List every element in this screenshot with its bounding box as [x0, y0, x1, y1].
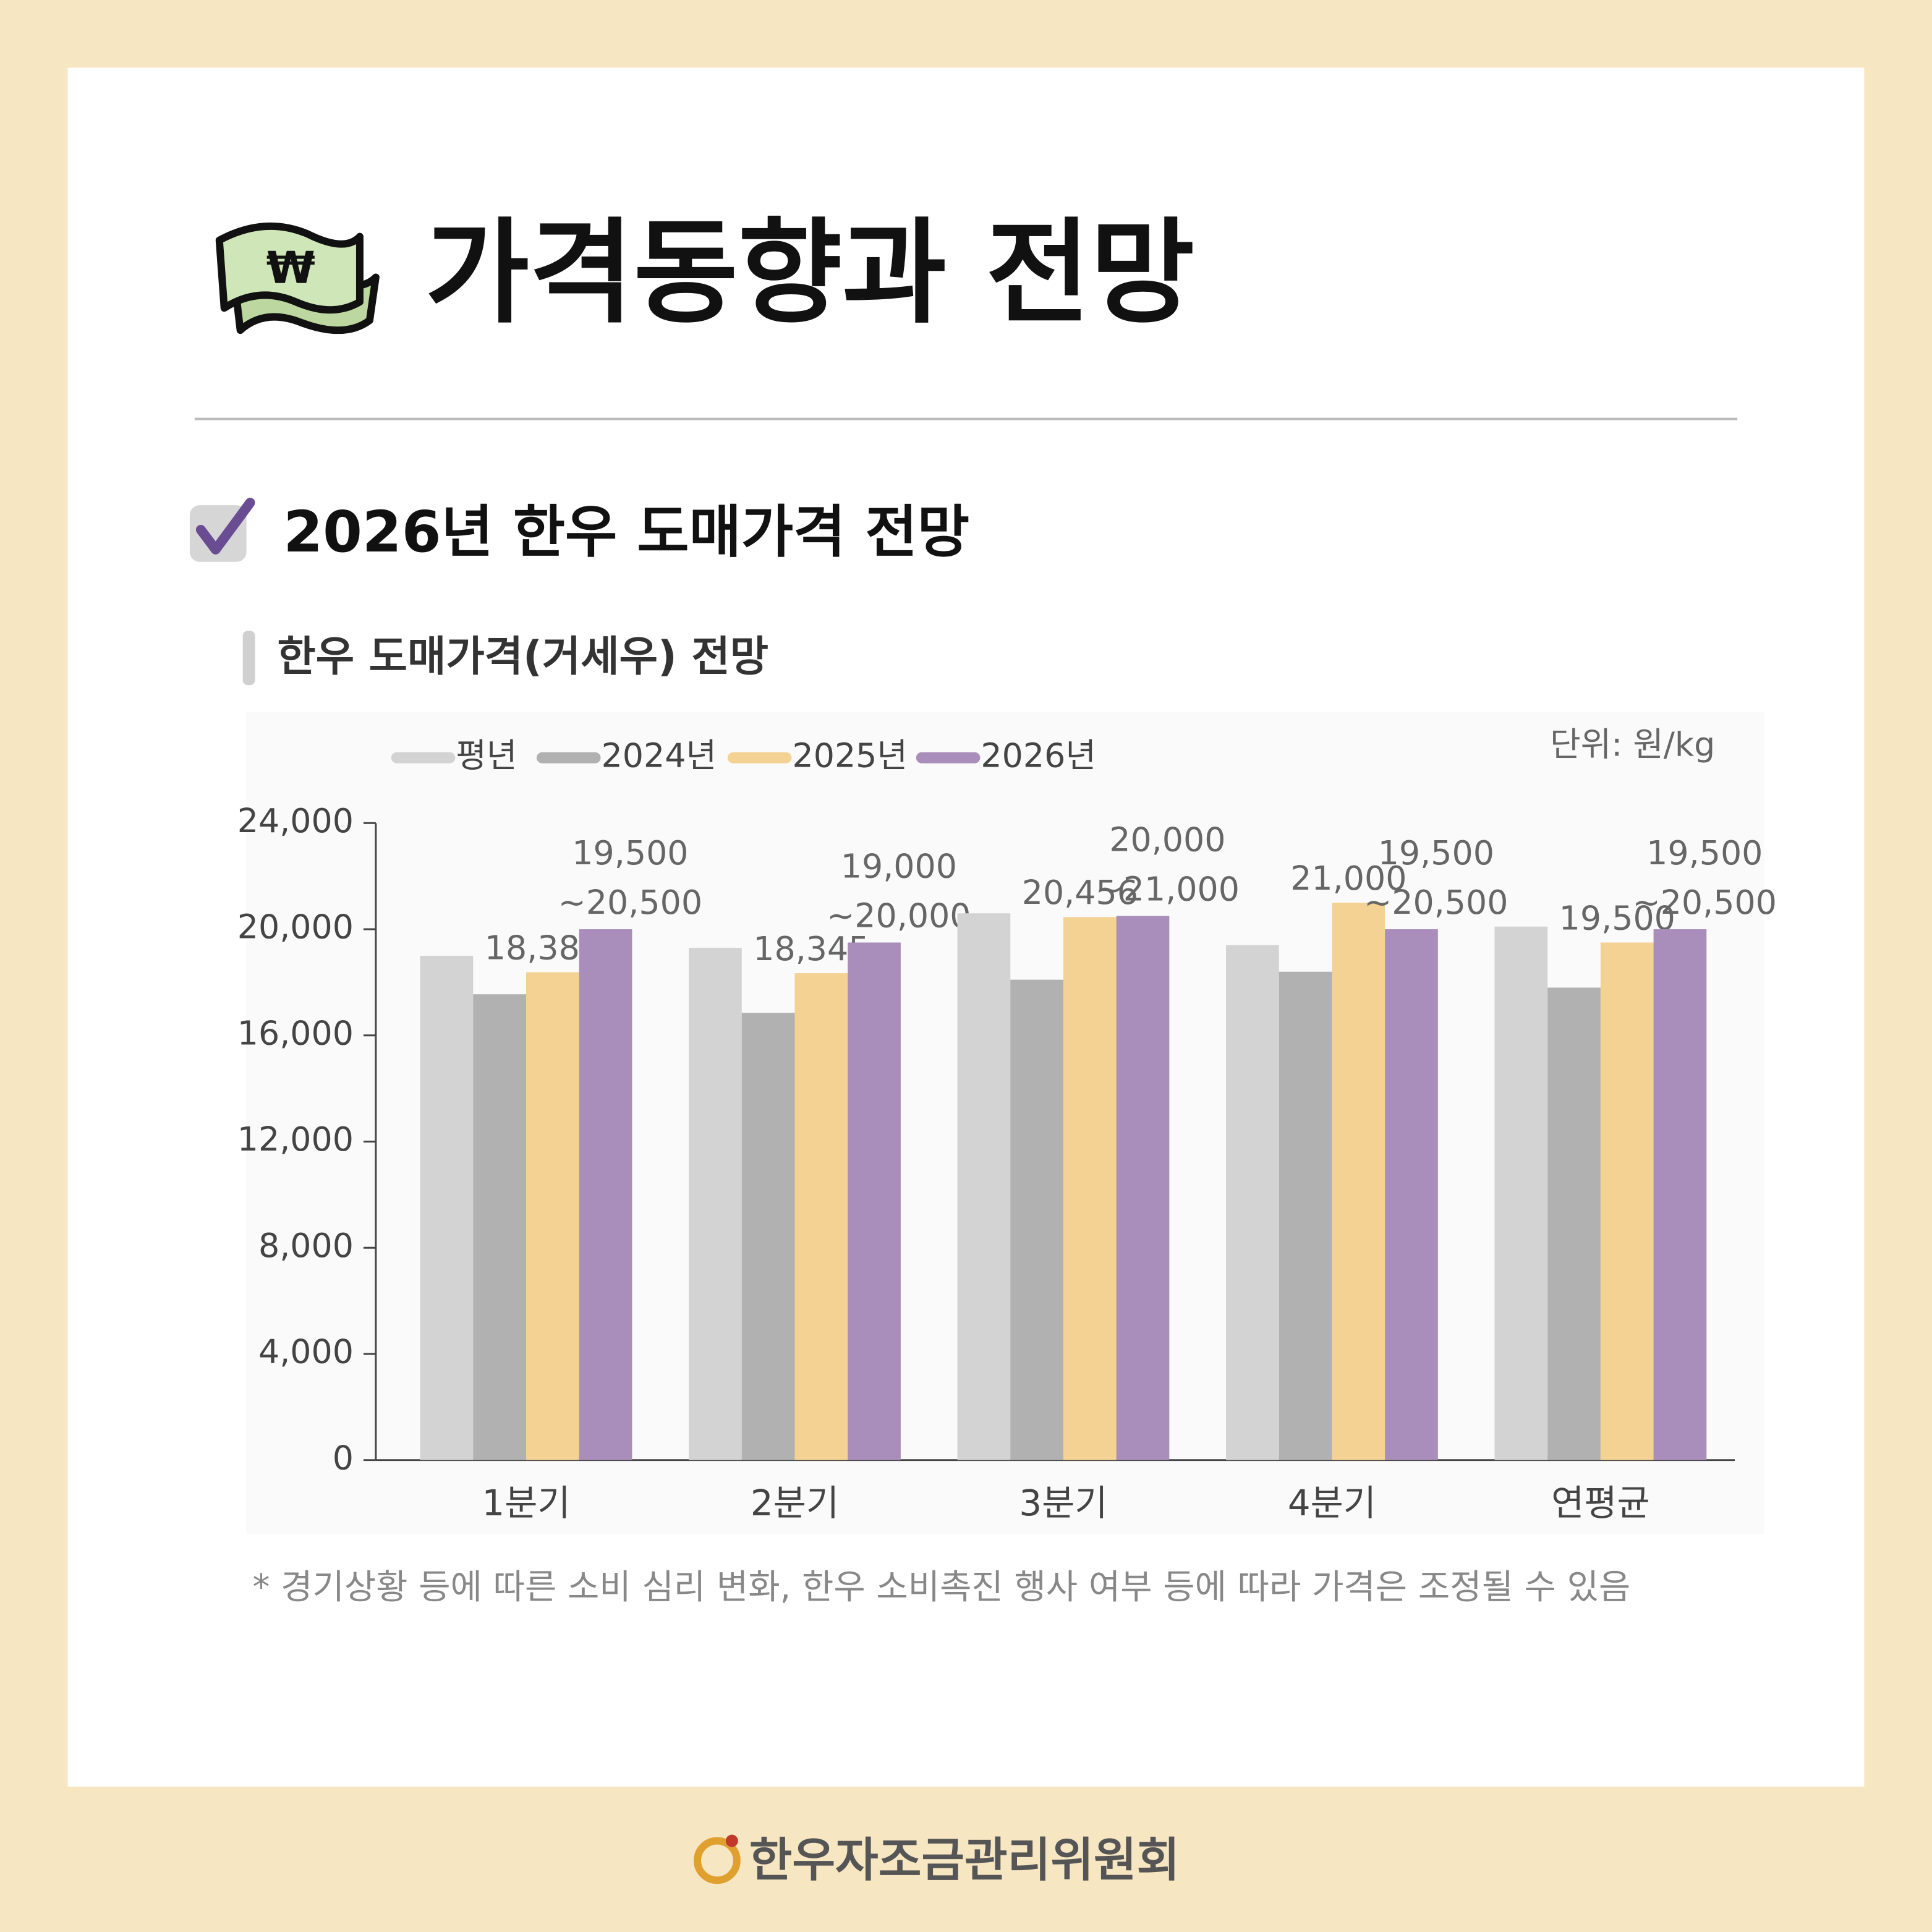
bar: [526, 972, 579, 1460]
footnote: * 경기상황 등에 따른 소비 심리 변화, 한우 소비촉진 행사 여부 등에 …: [253, 1567, 1631, 1607]
x-tick-label: 1분기: [482, 1482, 570, 1524]
x-tick-label: 2분기: [751, 1482, 839, 1524]
y-tick-label: 8,000: [258, 1226, 354, 1265]
legend-label: 2024년: [602, 736, 717, 775]
svg-text:₩: ₩: [266, 242, 315, 294]
value-label: ~21,000: [1096, 869, 1240, 908]
bar: [1547, 987, 1601, 1460]
section-title: 2026년 한우 도매가격 전망: [283, 499, 969, 565]
y-tick-label: 24,000: [237, 801, 354, 840]
value-label: ~20,500: [1364, 883, 1508, 922]
value-label: 19,500: [572, 833, 688, 872]
money-icon: ₩: [215, 222, 380, 334]
value-label: 20,456: [1022, 873, 1138, 912]
page-title: 가격동향과 전망: [425, 208, 1195, 339]
value-label: ~20,500: [558, 883, 702, 922]
bar: [1063, 917, 1117, 1460]
value-label: 19,500: [1378, 833, 1494, 872]
bar: [1600, 942, 1654, 1460]
value-label: 20,000: [1109, 820, 1225, 859]
x-tick-label: 4분기: [1288, 1482, 1376, 1524]
bar: [1385, 929, 1438, 1460]
bar: [1653, 929, 1707, 1460]
bar: [848, 942, 901, 1460]
x-tick-label: 연평균: [1551, 1482, 1649, 1524]
y-tick-label: 4,000: [258, 1332, 354, 1371]
bar: [689, 948, 742, 1460]
legend-label: 2026년: [981, 736, 1096, 775]
footer-organization: 한우자조금관리위원회: [749, 1832, 1180, 1887]
y-tick-label: 0: [333, 1438, 354, 1477]
bar: [741, 1013, 795, 1460]
legend-label: 평년: [456, 736, 517, 775]
bar: [1010, 979, 1063, 1460]
bar: [1494, 926, 1548, 1460]
footer-logo: [694, 1834, 741, 1884]
legend-label: 2025년: [792, 736, 907, 775]
bar: [1226, 945, 1279, 1460]
check-mark: [195, 498, 255, 555]
value-label: 21,000: [1290, 859, 1406, 898]
y-tick-label: 12,000: [237, 1120, 354, 1159]
bar: [420, 955, 474, 1460]
bar: [1332, 903, 1385, 1460]
bar: [957, 913, 1011, 1460]
value-label: ~20,500: [1633, 883, 1777, 922]
unit-label: 단위: 원/kg: [1550, 725, 1715, 764]
y-tick-label: 16,000: [237, 1013, 354, 1052]
bar: [794, 973, 848, 1460]
chart-title: 한우 도매가격(거세우) 전망: [277, 632, 768, 681]
bar: [1279, 971, 1332, 1460]
value-label: 19,000: [841, 847, 957, 886]
bar: [1116, 916, 1170, 1460]
value-label: ~20,000: [827, 896, 971, 935]
y-tick-label: 20,000: [237, 908, 354, 947]
x-tick-label: 3분기: [1019, 1482, 1107, 1524]
bar: [473, 994, 527, 1460]
bar: [579, 929, 632, 1460]
value-label: 19,500: [1646, 833, 1763, 872]
title-marker: [242, 631, 255, 686]
